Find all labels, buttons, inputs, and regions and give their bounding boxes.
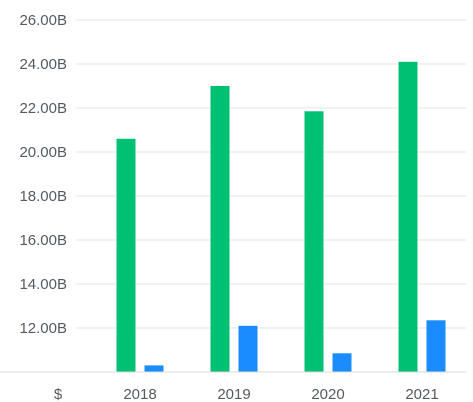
currency-label: $ (54, 386, 63, 402)
y-tick-label: 26.00B (19, 12, 67, 29)
y-tick-label: 24.00B (19, 56, 67, 73)
bar-2018-series-2 (144, 365, 164, 372)
x-tick-label: 2018 (123, 386, 156, 402)
bar-2019-series-1 (210, 86, 230, 372)
y-axis-tick-labels: 12.00B 14.00B 16.00B 18.00B 20.00B 22.00B 24.0… (19, 12, 67, 337)
x-tick-label: 2021 (405, 386, 438, 402)
bar-2018-series-1 (116, 138, 136, 372)
y-tick-label: 20.00B (19, 144, 67, 161)
bar-2019-series-2 (238, 325, 258, 372)
y-tick-label: 12.00B (19, 320, 67, 337)
bar-2020-series-2 (332, 353, 352, 372)
bars (116, 61, 446, 373)
y-tick-label: 14.00B (19, 276, 67, 293)
y-tick-label: 18.00B (19, 188, 67, 205)
gridlines (76, 19, 466, 329)
bar-2021-series-1 (398, 61, 418, 373)
y-tick-label: 22.00B (19, 100, 67, 117)
bar-2020-series-1 (304, 111, 324, 373)
y-tick-label: 16.00B (19, 232, 67, 249)
x-tick-label: 2020 (311, 386, 344, 402)
bar-2021-series-2 (426, 320, 446, 372)
x-tick-label: 2019 (217, 386, 250, 402)
x-axis-tick-labels: 2018 2019 2020 2021 (123, 386, 438, 402)
